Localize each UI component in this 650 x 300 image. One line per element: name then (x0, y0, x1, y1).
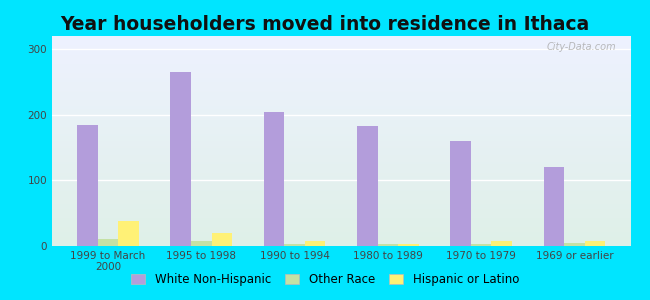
Bar (170, 72, 191, 246)
Bar (118, 221, 139, 246)
Bar (378, 244, 398, 246)
Bar (305, 242, 326, 246)
Bar (77, 124, 98, 246)
Bar (284, 244, 305, 246)
Legend: White Non-Hispanic, Other Race, Hispanic or Latino: White Non-Hispanic, Other Race, Hispanic… (126, 269, 524, 291)
Bar (564, 243, 585, 246)
Bar (398, 244, 419, 246)
Bar (191, 242, 211, 246)
Bar (98, 239, 118, 246)
Text: City-Data.com: City-Data.com (547, 42, 616, 52)
Bar (585, 242, 605, 246)
Bar (211, 233, 232, 246)
Bar (450, 141, 471, 246)
Text: Year householders moved into residence in Ithaca: Year householders moved into residence i… (60, 15, 590, 34)
Bar (491, 242, 512, 246)
Bar (471, 244, 491, 246)
Bar (357, 126, 378, 246)
Bar (544, 167, 564, 246)
Bar (264, 112, 284, 246)
